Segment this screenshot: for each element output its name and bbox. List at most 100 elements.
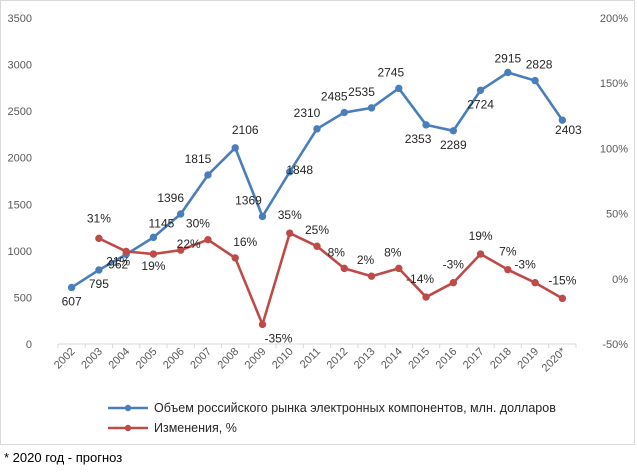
change-point	[258, 320, 267, 329]
volume-point	[504, 68, 512, 77]
volume-data-label: 2353	[405, 132, 432, 146]
volume-point	[95, 266, 103, 274]
y-left-tick-label: 3500	[8, 13, 32, 25]
volume-data-label: 1848	[286, 163, 313, 177]
chart-frame	[0, 0, 635, 445]
volume-data-label: 1815	[185, 152, 212, 166]
x-tick-label: 2019	[515, 346, 541, 372]
line-chart: 0 500 1000 1500 2000 2500 3000 3500 -50% 0% 50% 100…	[8, 13, 629, 435]
volume-point	[176, 210, 185, 218]
x-tick-label: 2013	[352, 346, 378, 372]
x-tick-label: 2009	[243, 346, 269, 372]
y-left-tick-label: 1000	[8, 246, 32, 258]
x-tick-label: 2004	[106, 346, 132, 372]
volume-data-label: 795	[89, 277, 109, 291]
change-point	[367, 272, 376, 280]
change-series-line	[98, 231, 564, 326]
volume-point	[313, 125, 321, 133]
change-point	[95, 234, 103, 243]
x-tick-label: 2015	[406, 346, 432, 372]
volume-point	[422, 121, 430, 129]
volume-data-label: 962	[108, 257, 128, 271]
x-tick-label: 2008	[216, 346, 242, 372]
y-right-tick-label: 50%	[606, 209, 628, 221]
volume-point	[367, 104, 376, 112]
change-data-label: 8%	[328, 245, 346, 259]
change-data-label: -14%	[406, 272, 434, 286]
volume-point	[258, 212, 267, 221]
y-left-tick-label: 500	[14, 292, 32, 304]
volume-point	[340, 108, 348, 117]
change-point	[149, 250, 158, 258]
volume-point	[395, 84, 403, 93]
volume-point	[558, 116, 567, 124]
change-point	[504, 265, 512, 274]
x-tick-label: 2010	[270, 346, 296, 372]
volume-data-label: 1145	[149, 216, 175, 230]
volume-point	[204, 171, 212, 179]
y-right-tick-label: 200%	[600, 13, 628, 25]
change-point	[313, 242, 321, 250]
change-data-label: 16%	[233, 235, 257, 249]
y-left-tick-label: 2000	[8, 153, 32, 165]
change-point	[531, 279, 539, 287]
change-data-label: 31%	[87, 211, 111, 225]
change-data-label: 7%	[499, 245, 517, 259]
change-point	[176, 246, 185, 254]
x-tick-label: 2011	[298, 346, 323, 371]
volume-point	[149, 233, 158, 242]
y-left-tick-label: 0	[26, 339, 32, 351]
change-point	[558, 294, 567, 303]
change-data-label: -15%	[548, 273, 576, 287]
change-point	[476, 250, 485, 258]
x-tick-label: 2006	[161, 346, 187, 372]
volume-data-label: 2106	[232, 123, 259, 137]
volume-data-label: 2485	[321, 90, 348, 104]
change-point	[286, 229, 294, 237]
x-tick-label: 2017	[461, 346, 487, 372]
volume-point	[476, 86, 485, 94]
change-point	[395, 264, 403, 273]
volume-data-label: 2535	[348, 85, 375, 99]
legend-swatch-marker	[124, 404, 132, 412]
x-tick-label: 2020*	[540, 345, 569, 374]
volume-data-label: 2310	[294, 106, 321, 120]
change-data-label: 19%	[469, 229, 493, 243]
change-point	[204, 235, 212, 244]
change-data-label: 30%	[186, 217, 210, 231]
volume-data-label: 2403	[555, 123, 582, 137]
change-data-label: 35%	[278, 208, 302, 222]
change-point	[449, 279, 458, 287]
volume-point	[231, 144, 239, 152]
change-data-label: 2%	[357, 253, 375, 267]
x-tick-label: 2018	[488, 346, 514, 372]
change-data-label: 21%	[106, 254, 130, 268]
volume-data-label: 2828	[526, 58, 553, 72]
change-data-label: -35%	[264, 331, 292, 345]
legend-label: Объем российского рынка электронных комп…	[154, 401, 556, 415]
change-data-label: 8%	[384, 245, 402, 259]
volume-data-label: 1396	[157, 191, 184, 205]
change-data-label: -3%	[514, 258, 536, 272]
y-left-tick-label: 3000	[8, 60, 32, 72]
volume-data-label: 2724	[467, 97, 494, 111]
volume-data-label: 2915	[494, 51, 521, 65]
y-right-tick-label: -50%	[602, 339, 628, 351]
volume-point	[286, 168, 294, 176]
legend-swatch-marker	[124, 424, 132, 432]
change-data-label: -3%	[443, 258, 465, 272]
x-tick-label: 2014	[379, 346, 405, 372]
legend-label: Изменения, %	[154, 421, 237, 435]
x-tick-label: 2007	[188, 346, 214, 372]
x-tick-label: 2005	[134, 346, 160, 372]
volume-data-label: 1369	[235, 193, 262, 207]
y-right-tick-label: 100%	[600, 143, 628, 155]
x-tick-label: 2002	[52, 346, 78, 372]
y-right-tick-label: 0%	[612, 274, 628, 286]
volume-data-label: 2745	[377, 65, 404, 79]
footnote: * 2020 год - прогноз	[4, 450, 123, 465]
volume-data-label: 607	[62, 294, 82, 308]
change-point	[422, 293, 430, 301]
x-tick-label: 2003	[79, 346, 105, 372]
volume-point	[449, 127, 458, 135]
